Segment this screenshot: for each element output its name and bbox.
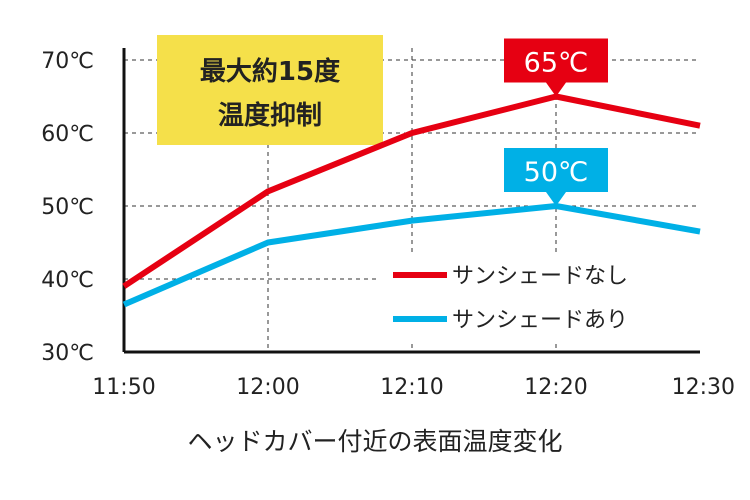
annotation-line-1: 最大約15度 — [200, 56, 340, 87]
callout-65-label: 65℃ — [524, 48, 589, 79]
y-tick-label: 40℃ — [41, 268, 94, 293]
x-tick-label: 12:30 — [672, 375, 735, 400]
legend: サンシェードなし サンシェードあり — [380, 252, 698, 344]
callout-65: 65℃ — [504, 38, 608, 97]
callout-65-shape — [504, 38, 608, 97]
x-tick-label: 12:00 — [236, 375, 299, 400]
y-tick-label: 30℃ — [41, 341, 94, 366]
callout-50: 50℃ — [504, 148, 608, 206]
series-line-with-sunshade — [122, 203, 701, 308]
legend-background — [380, 252, 698, 344]
x-tick-labels: 11:50 12:00 12:10 12:20 12:30 — [92, 375, 735, 400]
y-tick-label: 60℃ — [41, 122, 94, 147]
series-line-no-sunshade — [122, 93, 701, 289]
x-tick-label: 11:50 — [92, 375, 155, 400]
y-tick-label: 50℃ — [41, 195, 94, 220]
annotation-box: 最大約15度 温度抑制 — [157, 35, 383, 145]
annotation-line-2: 温度抑制 — [218, 100, 322, 131]
callout-50-label: 50℃ — [524, 157, 589, 188]
x-tick-label: 12:10 — [380, 375, 443, 400]
y-tick-labels: 30℃ 40℃ 50℃ 60℃ 70℃ — [41, 49, 94, 366]
y-tick-label: 70℃ — [41, 49, 94, 74]
annotation-background — [157, 35, 383, 145]
x-axis-title: ヘッドカバー付近の表面温度変化 — [187, 427, 562, 456]
callout-50-shape — [504, 148, 608, 206]
series-lines — [122, 93, 701, 308]
legend-label-no-sunshade: サンシェードなし — [452, 264, 628, 289]
legend-label-with-sunshade: サンシェードあり — [452, 308, 628, 333]
x-tick-label: 12:20 — [524, 375, 587, 400]
